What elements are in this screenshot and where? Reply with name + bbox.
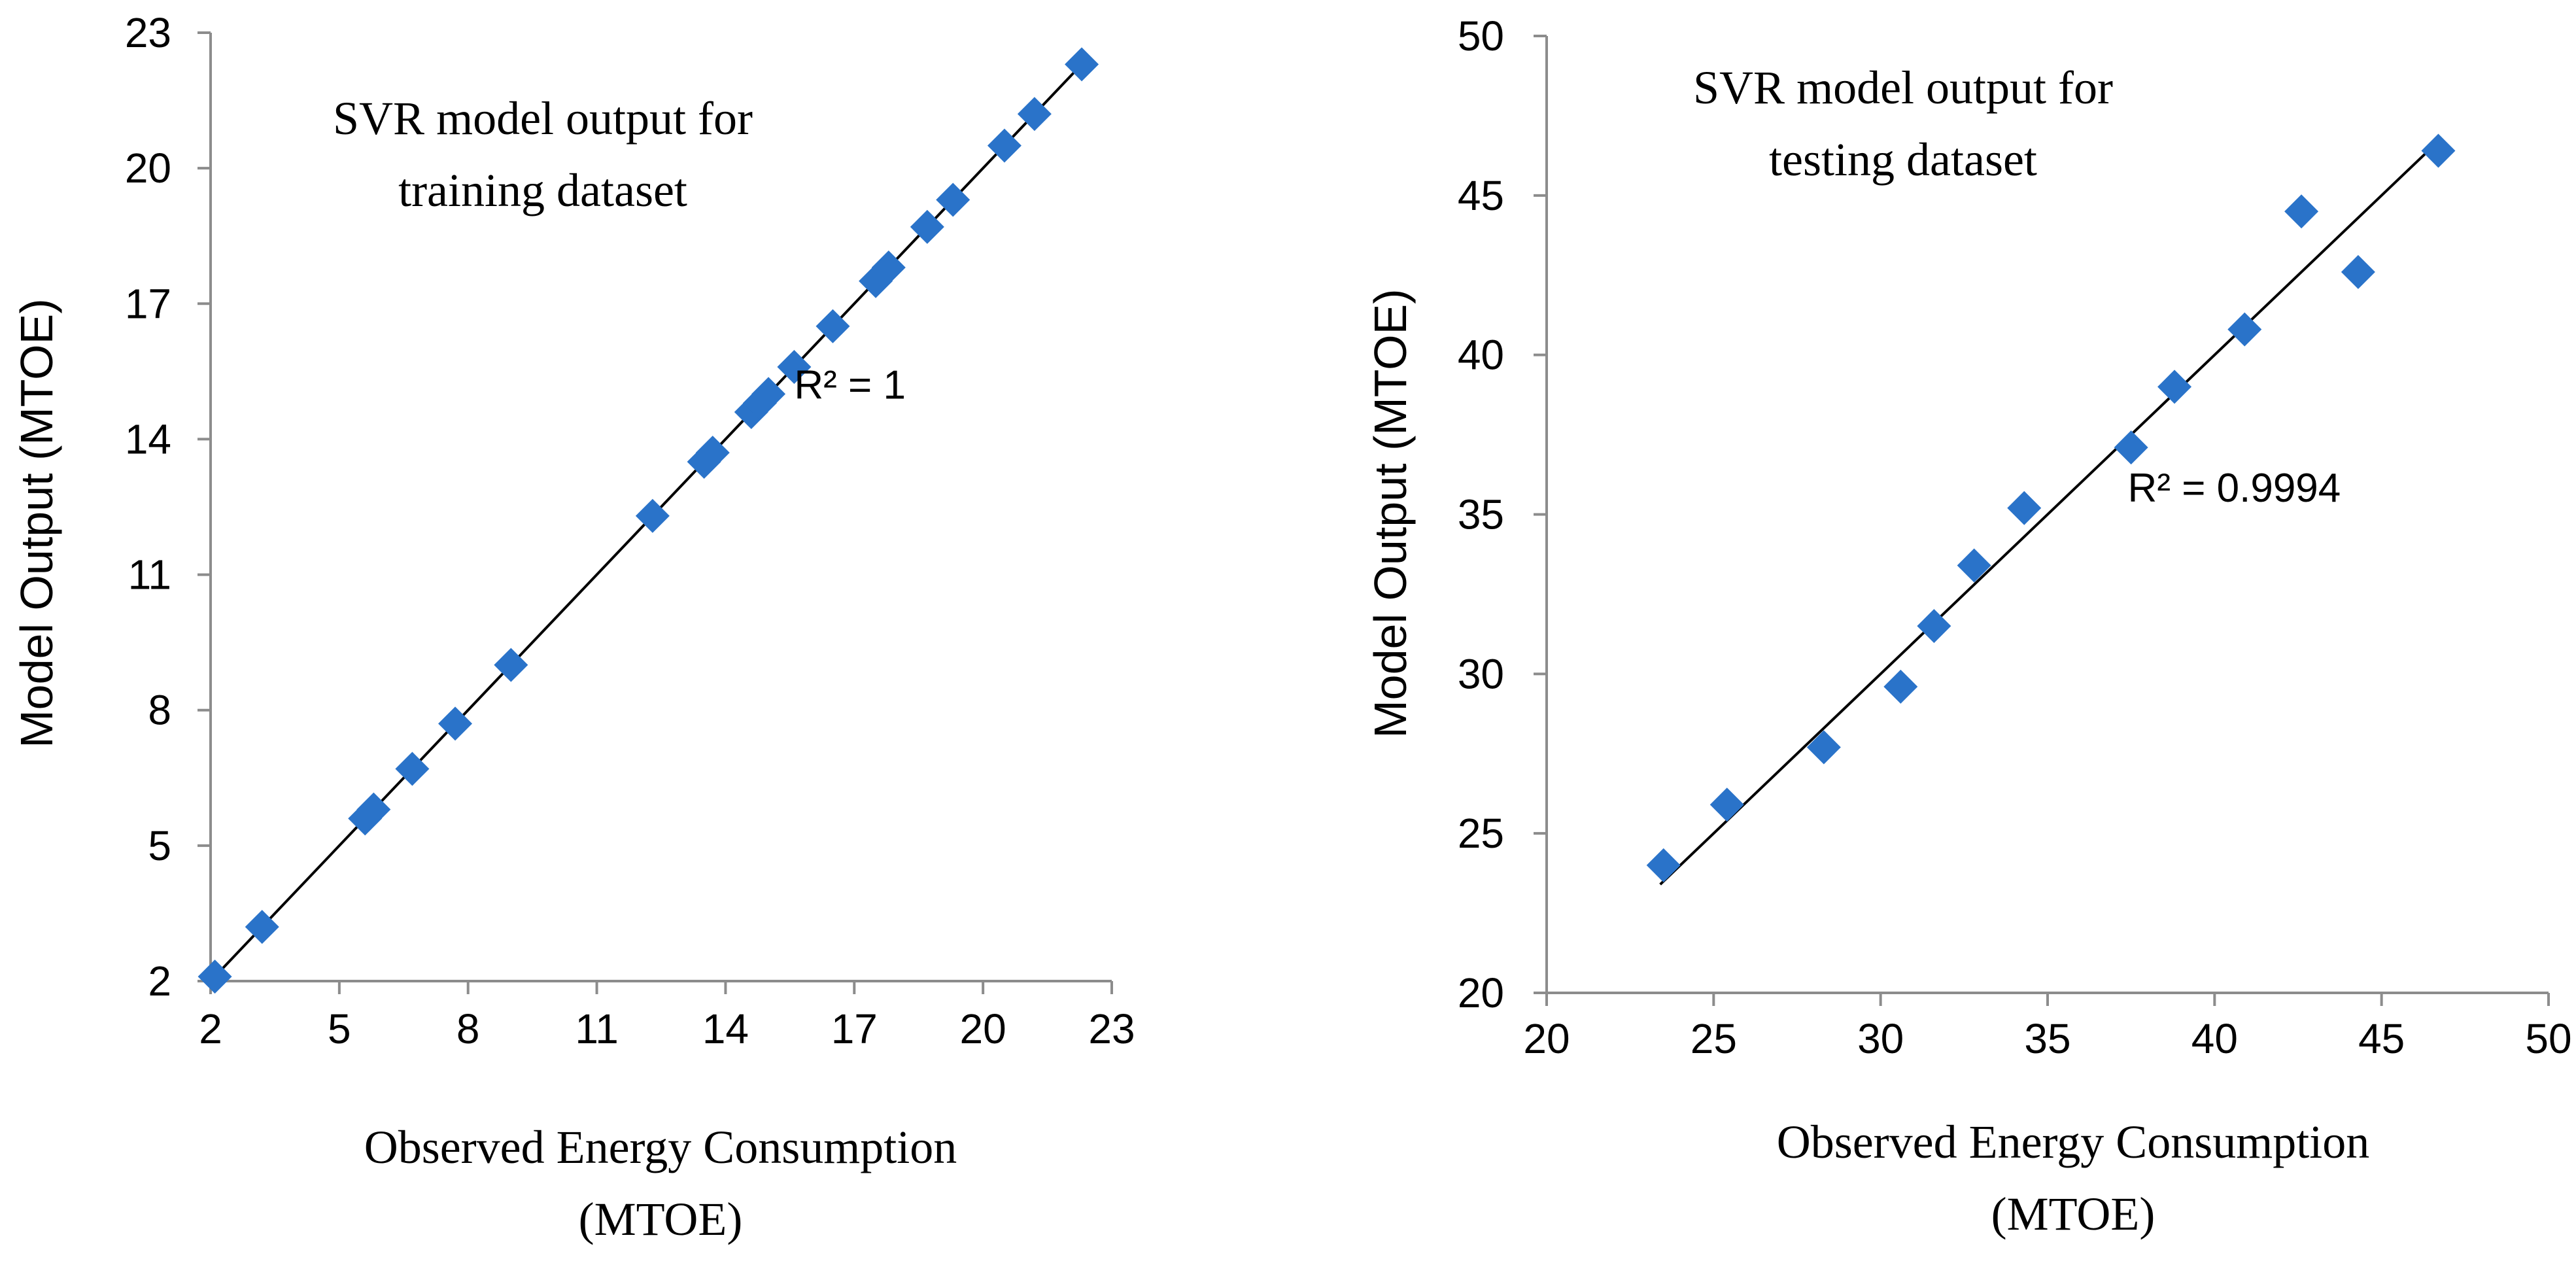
data-point <box>1646 848 1681 882</box>
testing-chart: 20 25 30 35 40 45 50 20 25 30 35 40 45 50 R² = 0.9994 S… <box>1365 12 2572 1240</box>
y-tick-label: 20 <box>1458 969 1504 1016</box>
data-point <box>197 960 232 994</box>
training-chart: 2 5 8 11 14 17 20 23 2 5 8 11 14 17 20 23 R² = 1 SVR mode… <box>11 9 1135 1245</box>
chart-title-line-1: SVR model output for <box>1693 61 2113 114</box>
y-tick-label: 45 <box>1458 172 1504 219</box>
data-point <box>494 648 528 682</box>
y-tick-label: 2 <box>148 958 171 1005</box>
trend-line <box>1659 140 2439 886</box>
y-tick-label: 8 <box>148 687 171 734</box>
y-tick-label: 5 <box>148 822 171 869</box>
x-tick-label: 30 <box>1857 1015 1904 1062</box>
y-tick-label: 23 <box>125 9 171 56</box>
data-point <box>816 309 850 343</box>
data-point <box>1806 730 1841 765</box>
data-point <box>1883 669 1918 704</box>
y-tick-label: 17 <box>125 280 171 327</box>
y-axis-title: Model Output (MTOE) <box>11 298 62 748</box>
x-tick-label: 11 <box>575 1005 618 1052</box>
x-tick-label: 20 <box>960 1005 1006 1052</box>
y-tick-label: 20 <box>125 145 171 192</box>
x-tick-label: 45 <box>2358 1015 2405 1062</box>
data-point <box>751 377 786 411</box>
x-axis-title-line-2: (MTOE) <box>1991 1188 2155 1240</box>
x-tick-label: 17 <box>831 1005 878 1052</box>
data-point <box>1709 787 1744 822</box>
data-point <box>245 910 279 944</box>
data-point <box>1065 47 1099 82</box>
x-tick-label: 50 <box>2525 1015 2571 1062</box>
data-point <box>438 706 473 741</box>
data-point <box>871 251 906 285</box>
data-point <box>1017 97 1052 131</box>
y-tick-label: 30 <box>1458 650 1504 697</box>
data-point <box>2007 491 2042 525</box>
data-point <box>936 182 970 217</box>
y-axis-title: Model Output (MTOE) <box>1365 288 1416 738</box>
x-axis-title-line-2: (MTOE) <box>579 1193 743 1245</box>
x-tick-label: 14 <box>702 1005 749 1052</box>
data-point <box>356 792 391 827</box>
data-point <box>635 498 670 533</box>
data-point <box>2284 194 2319 229</box>
y-tick-label: 50 <box>1458 12 1504 60</box>
data-point <box>2114 430 2148 465</box>
chart-title-line-1: SVR model output for <box>333 92 753 145</box>
x-tick-label: 40 <box>2191 1015 2238 1062</box>
r-squared-label: R² = 1 <box>794 362 906 407</box>
data-point <box>395 752 430 786</box>
data-point <box>2157 370 2192 404</box>
data-point <box>987 128 1022 163</box>
data-point <box>1917 609 1951 644</box>
data-point <box>1957 548 1991 583</box>
y-tick-label: 40 <box>1458 332 1504 379</box>
x-tick-label: 8 <box>456 1005 480 1052</box>
y-tick-label: 11 <box>128 551 171 598</box>
data-point <box>2421 133 2456 168</box>
x-tick-label: 35 <box>2024 1015 2070 1062</box>
x-axis-title-line-1: Observed Energy Consumption <box>1777 1116 2370 1168</box>
x-tick-label: 25 <box>1691 1015 1737 1062</box>
data-point <box>695 436 730 470</box>
x-tick-label: 23 <box>1088 1005 1135 1052</box>
x-axis-title-line-1: Observed Energy Consumption <box>364 1121 957 1173</box>
data-point <box>2227 312 2262 347</box>
r-squared-label: R² = 0.9994 <box>2128 466 2341 511</box>
x-tick-label: 5 <box>328 1005 351 1052</box>
y-tick-label: 25 <box>1458 810 1504 857</box>
data-point <box>910 209 944 244</box>
data-point <box>2341 254 2375 289</box>
data-point <box>777 349 812 384</box>
chart-title-line-2: training dataset <box>398 164 687 216</box>
x-tick-label: 2 <box>199 1005 222 1052</box>
y-tick-label: 35 <box>1458 491 1504 538</box>
chart-title-line-2: testing dataset <box>1769 133 2037 186</box>
x-tick-label: 20 <box>1523 1015 1570 1062</box>
y-tick-label: 14 <box>125 415 171 462</box>
